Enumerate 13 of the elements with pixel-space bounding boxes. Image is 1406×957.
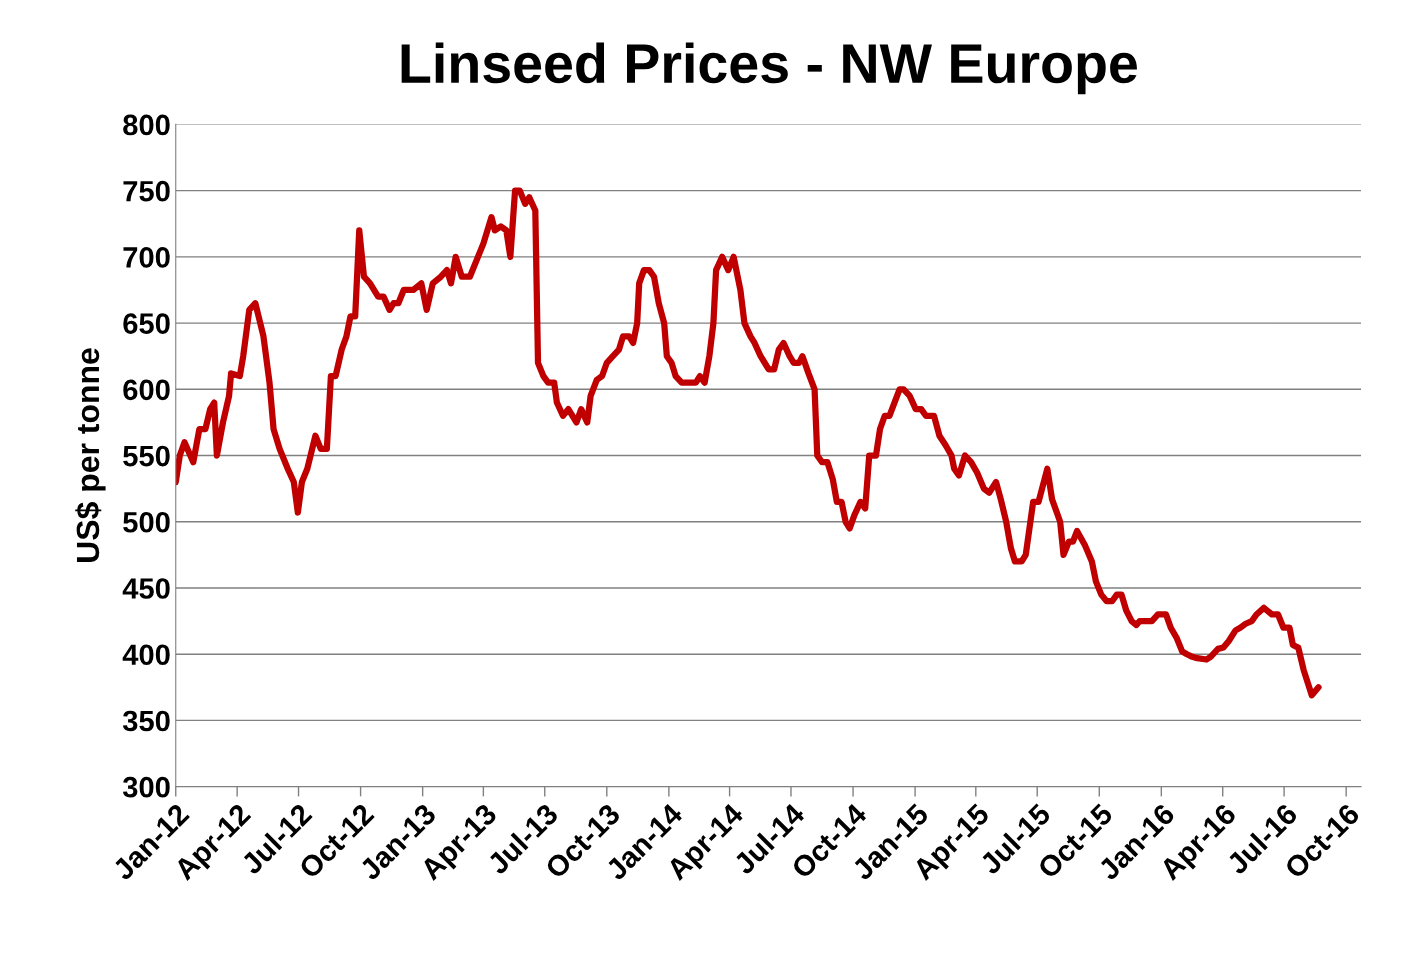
chart-title: Linseed Prices - NW Europe	[401, 42, 1137, 95]
y-tick-label: 450	[122, 578, 170, 599]
y-tick-label: 500	[123, 511, 170, 533]
y-tick-label: 350	[122, 710, 170, 732]
y-tick-label: 700	[123, 247, 170, 268]
y-tick-label: 800	[123, 114, 170, 136]
y-tick-label: 300	[122, 776, 170, 798]
y-tick-label: 400	[122, 644, 170, 666]
y-tick-label: 750	[123, 180, 170, 202]
y-tick-label: 650	[123, 313, 170, 334]
y-axis-title: US$ per tonne	[75, 348, 106, 562]
y-tick-label: 600	[123, 379, 170, 401]
y-tick-label: 550	[123, 445, 170, 467]
